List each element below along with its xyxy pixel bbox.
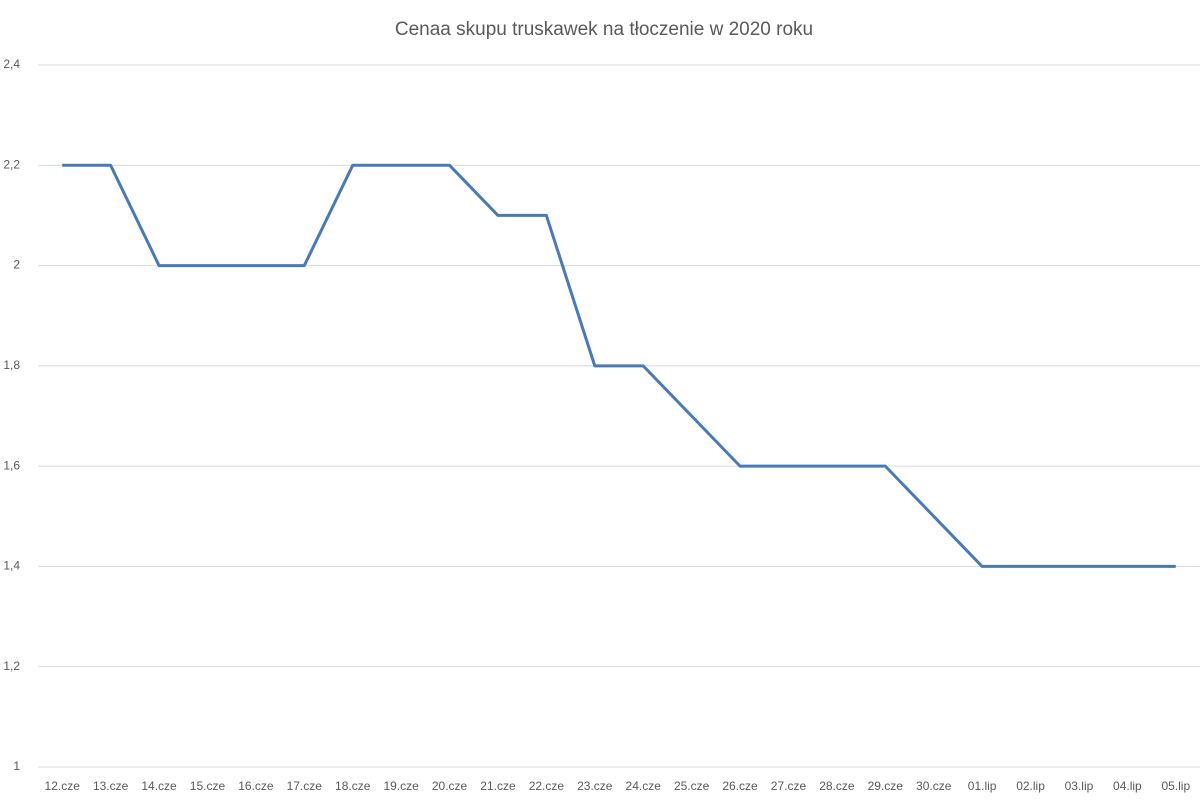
x-tick-label: 30.cze bbox=[916, 779, 952, 793]
x-tick-label: 02.lip bbox=[1016, 779, 1045, 793]
x-tick-label: 23.cze bbox=[577, 779, 613, 793]
x-tick-label: 19.cze bbox=[383, 779, 419, 793]
x-tick-label: 13.cze bbox=[93, 779, 129, 793]
y-tick-label: 1,4 bbox=[3, 559, 20, 573]
y-tick-label: 2,4 bbox=[3, 57, 20, 71]
x-tick-label: 18.cze bbox=[335, 779, 371, 793]
x-tick-label: 04.lip bbox=[1113, 779, 1142, 793]
x-tick-label: 16.cze bbox=[238, 779, 274, 793]
x-tick-label: 01.lip bbox=[968, 779, 997, 793]
x-tick-label: 17.cze bbox=[287, 779, 323, 793]
x-tick-label: 29.cze bbox=[868, 779, 904, 793]
x-tick-label: 21.cze bbox=[480, 779, 516, 793]
y-tick-label: 1,2 bbox=[3, 659, 20, 673]
data-line bbox=[62, 163, 1176, 568]
x-tick-label: 22.cze bbox=[529, 779, 565, 793]
y-tick-label: 1,8 bbox=[3, 358, 20, 372]
x-tick-label: 25.cze bbox=[674, 779, 710, 793]
y-tick-label: 2 bbox=[13, 258, 20, 272]
y-tick-label: 1,6 bbox=[3, 458, 20, 472]
x-tick-label: 28.cze bbox=[819, 779, 855, 793]
chart-title: Cenaa skupu truskawek na tłoczenie w 202… bbox=[395, 19, 813, 40]
x-tick-label: 15.cze bbox=[190, 779, 226, 793]
x-tick-label: 20.cze bbox=[432, 779, 468, 793]
x-tick-label: 26.cze bbox=[722, 779, 758, 793]
x-tick-label: 03.lip bbox=[1065, 779, 1094, 793]
y-tick-label: 1 bbox=[13, 759, 20, 773]
x-tick-label: 24.cze bbox=[626, 779, 662, 793]
y-tick-label: 2,2 bbox=[3, 157, 20, 171]
x-tick-label: 12.cze bbox=[45, 779, 81, 793]
x-tick-label: 14.cze bbox=[141, 779, 177, 793]
x-tick-label: 05.lip bbox=[1161, 779, 1190, 793]
x-tick-label: 27.cze bbox=[771, 779, 807, 793]
